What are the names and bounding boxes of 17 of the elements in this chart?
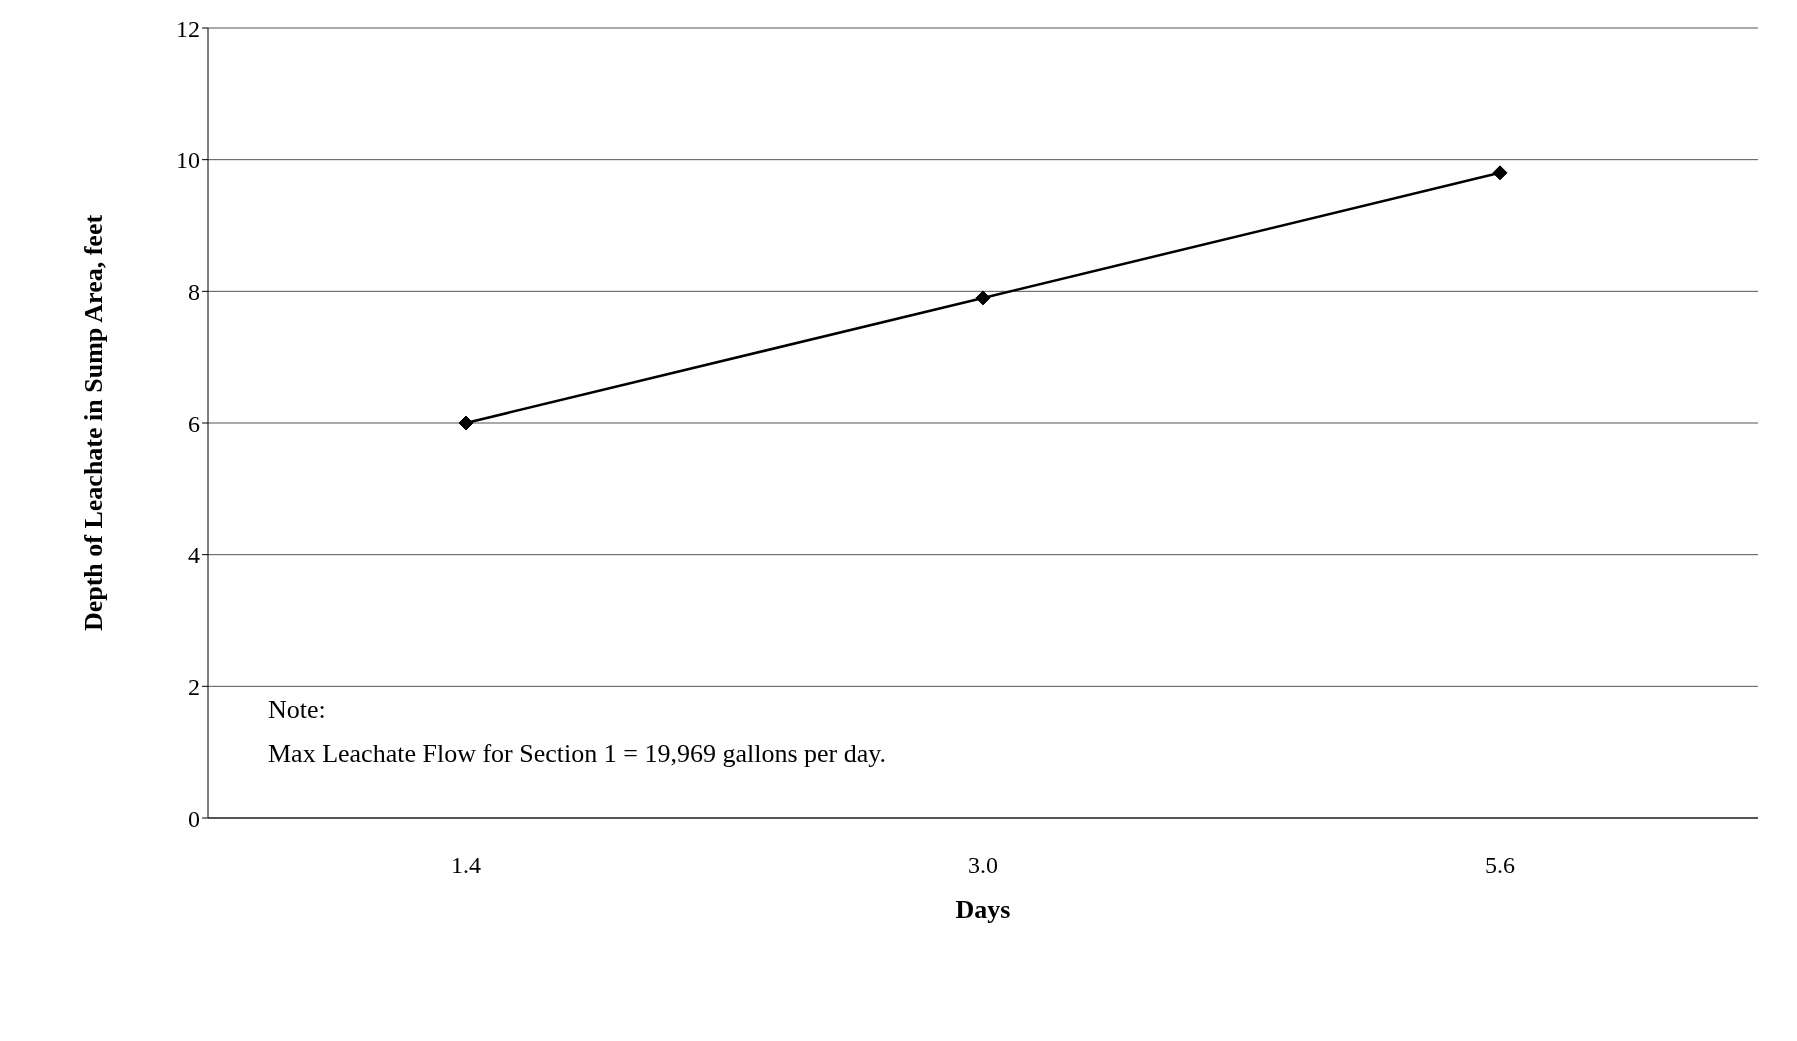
y-axis-title: Depth of Leachate in Sump Area, feet: [79, 214, 109, 632]
x-axis-title: Days: [955, 895, 1011, 924]
x-tick-label: 3.0: [968, 852, 998, 879]
point: [1492, 165, 1508, 181]
y-tick-label: 2: [188, 673, 200, 700]
x-tick-label: 5.6: [1485, 852, 1515, 879]
point: [458, 415, 474, 431]
y-tick-label: 10: [176, 147, 200, 174]
y-tick-label: 6: [188, 410, 200, 437]
y-tick-label: 12: [176, 15, 200, 42]
y-tick-label: 0: [188, 805, 200, 832]
annotation: Note:: [268, 694, 327, 726]
y-tick-label: 4: [188, 542, 200, 569]
x-tick-label: 1.4: [451, 852, 481, 879]
annotation: Max Leachate Flow for Section 1 = 19,969 gallons per day.: [268, 738, 887, 770]
y-tick-label: 8: [188, 278, 200, 305]
point: [975, 290, 991, 306]
